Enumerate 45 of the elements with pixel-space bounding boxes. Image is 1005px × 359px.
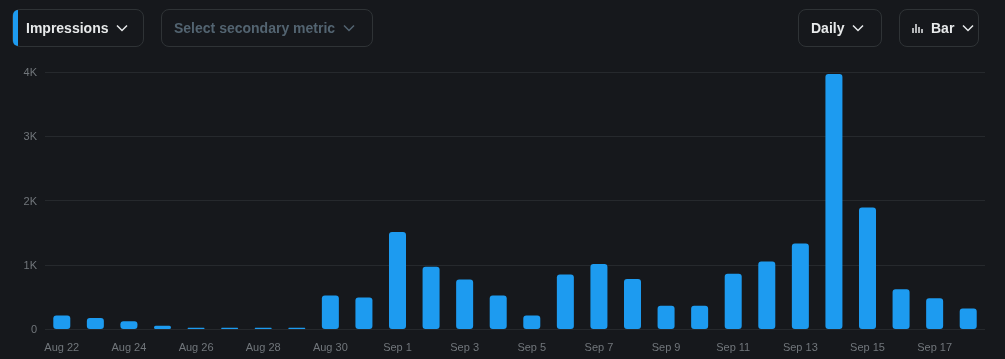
bar: [321, 295, 339, 329]
bar: [724, 273, 742, 329]
bar: [86, 318, 104, 329]
bar: [959, 308, 977, 329]
text: Daily: [811, 20, 845, 36]
x-tick-label: Sep 13: [782, 340, 818, 353]
text: Impressions: [26, 20, 109, 36]
bar: [624, 278, 641, 329]
x-tick-label: Sep 5: [517, 340, 547, 353]
x-tick-label: Sep 17: [917, 340, 953, 353]
y-tick-label: 4K: [23, 66, 38, 78]
bar: [657, 305, 675, 329]
bar: [926, 298, 944, 329]
y-tick-label: 0: [30, 323, 37, 335]
bar: [556, 274, 574, 329]
x-tick-label: Aug 30: [312, 340, 348, 353]
y-tick-label: 3K: [23, 130, 38, 143]
bar: [892, 289, 910, 329]
y-tick-label: 1K: [23, 258, 38, 271]
bar: [859, 207, 876, 329]
x-tick-label: Sep 15: [850, 340, 885, 353]
bar: [590, 264, 608, 329]
bar: [825, 73, 843, 329]
x-tick-label: Sep 9: [651, 340, 681, 353]
x-tick-label: Sep 11: [716, 340, 751, 353]
y-tick-label: 2K: [23, 194, 38, 207]
text: Bar: [931, 20, 955, 36]
x-tick-label: Sep 7: [584, 340, 614, 353]
bar: [758, 261, 776, 329]
x-tick-label: Aug 22: [44, 340, 80, 353]
bar: [456, 279, 474, 329]
bar: [422, 266, 440, 329]
text: Select secondary metric: [174, 20, 336, 36]
x-tick-label: Sep 3: [450, 340, 480, 353]
x-tick-label: Sep 1: [383, 340, 412, 353]
bar: [691, 305, 709, 329]
bar: [53, 315, 71, 329]
bar: [389, 231, 406, 329]
x-tick-label: Aug 26: [178, 340, 214, 353]
bar: [489, 295, 507, 329]
x-tick-label: Aug 28: [245, 340, 281, 353]
bar: [355, 297, 373, 329]
x-tick-label: Aug 24: [111, 340, 147, 353]
bar: [791, 243, 809, 329]
bar: [523, 315, 541, 329]
